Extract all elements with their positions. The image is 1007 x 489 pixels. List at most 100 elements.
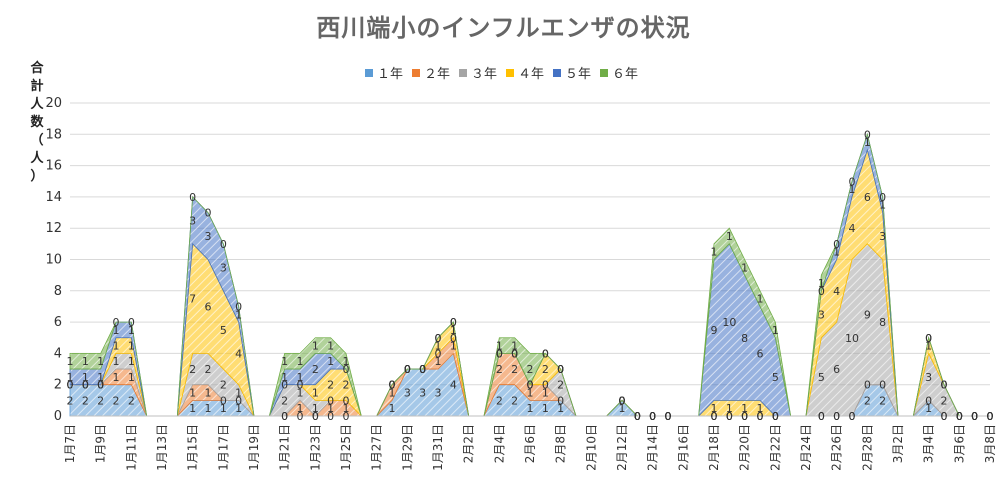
x-tick-label: 1月11日 bbox=[124, 424, 138, 471]
data-label: 1 bbox=[327, 402, 334, 415]
data-label: 10 bbox=[845, 332, 859, 345]
y-axis-title-char: 人 bbox=[30, 150, 44, 166]
data-label: 0 bbox=[450, 316, 457, 329]
data-label: 0 bbox=[557, 363, 564, 376]
x-tick-label: 2月10日 bbox=[584, 424, 598, 471]
data-label: 0 bbox=[67, 379, 74, 392]
data-label: 0 bbox=[971, 410, 978, 423]
data-label: 1 bbox=[435, 355, 442, 368]
data-label: 3 bbox=[818, 308, 825, 321]
data-label: 2 bbox=[879, 394, 886, 407]
data-label: 0 bbox=[281, 379, 288, 392]
data-label: 0 bbox=[726, 410, 733, 423]
data-label: 0 bbox=[297, 379, 304, 392]
data-label: 0 bbox=[941, 410, 948, 423]
y-axis-title-char: 数 bbox=[30, 114, 44, 130]
data-label: 1 bbox=[389, 387, 396, 400]
data-label: 0 bbox=[527, 379, 534, 392]
data-label: 0 bbox=[987, 410, 994, 423]
data-label: 0 bbox=[82, 379, 89, 392]
data-label: 1 bbox=[343, 402, 350, 415]
data-label: 9 bbox=[711, 324, 718, 337]
data-label: 0 bbox=[987, 410, 994, 423]
data-label: 3 bbox=[205, 230, 212, 243]
data-label: 0 bbox=[634, 410, 641, 423]
data-label: 0 bbox=[511, 347, 518, 360]
data-label: 0 bbox=[557, 394, 564, 407]
data-label: 0 bbox=[511, 347, 518, 360]
data-label: 2 bbox=[67, 394, 74, 407]
data-label: 0 bbox=[833, 410, 840, 423]
data-label: 0 bbox=[772, 410, 779, 423]
data-label: 0 bbox=[557, 363, 564, 376]
data-label: 0 bbox=[404, 363, 411, 376]
data-label: 0 bbox=[772, 410, 779, 423]
data-label: 1 bbox=[818, 277, 825, 290]
data-label: 1 bbox=[312, 340, 319, 353]
data-label: 1 bbox=[312, 402, 319, 415]
data-label: 0 bbox=[956, 410, 963, 423]
data-label: 2 bbox=[511, 363, 518, 376]
data-label: 1 bbox=[97, 371, 104, 384]
data-label: 0 bbox=[97, 379, 104, 392]
data-label: 0 bbox=[297, 410, 304, 423]
data-label: 1 bbox=[327, 355, 334, 368]
data-label: 4 bbox=[849, 222, 856, 235]
data-label: 1 bbox=[297, 402, 304, 415]
data-label: 0 bbox=[97, 379, 104, 392]
legend-label: １年 bbox=[377, 67, 403, 82]
data-label: 0 bbox=[419, 363, 426, 376]
x-tick-label: 2月12日 bbox=[615, 424, 629, 471]
y-axis-title-char: 人 bbox=[30, 96, 44, 112]
data-label: 0 bbox=[82, 379, 89, 392]
data-label: 1 bbox=[496, 340, 503, 353]
data-label: 2 bbox=[113, 394, 120, 407]
x-tick-label: 2月28日 bbox=[860, 424, 874, 471]
data-label: 0 bbox=[757, 410, 764, 423]
data-label: 1 bbox=[113, 355, 120, 368]
legend-swatch bbox=[506, 69, 514, 77]
x-tick-label: 3月8日 bbox=[983, 424, 997, 463]
data-label: 0 bbox=[649, 410, 656, 423]
x-tick-label: 2月2日 bbox=[462, 424, 476, 463]
data-label: 1 bbox=[527, 402, 534, 415]
data-label: 0 bbox=[511, 347, 518, 360]
data-label: 0 bbox=[419, 363, 426, 376]
y-tick-label: 18 bbox=[45, 127, 62, 142]
x-tick-label: 2月20日 bbox=[738, 424, 752, 471]
y-tick-label: 10 bbox=[45, 253, 62, 268]
data-label: 1 bbox=[235, 387, 242, 400]
data-label: 0 bbox=[741, 410, 748, 423]
data-label: 0 bbox=[419, 363, 426, 376]
data-label: 0 bbox=[435, 332, 442, 345]
data-label: 1 bbox=[726, 402, 733, 415]
data-label: 1 bbox=[128, 340, 135, 353]
data-label: 1 bbox=[711, 246, 718, 259]
data-label: 0 bbox=[925, 332, 932, 345]
data-label: 0 bbox=[389, 379, 396, 392]
data-label: 3 bbox=[404, 387, 411, 400]
data-label: 0 bbox=[634, 410, 641, 423]
x-tick-label: 2月14日 bbox=[646, 424, 660, 471]
y-tick-label: 6 bbox=[54, 315, 62, 330]
data-label: 0 bbox=[128, 316, 135, 329]
data-label: 3 bbox=[189, 214, 196, 227]
data-label: 0 bbox=[941, 379, 948, 392]
data-label: 1 bbox=[741, 261, 748, 274]
legend-swatch bbox=[365, 69, 373, 77]
data-label: 1 bbox=[757, 402, 764, 415]
data-label: 1 bbox=[128, 324, 135, 337]
data-label: 1 bbox=[82, 355, 89, 368]
data-label: 1 bbox=[67, 371, 74, 384]
data-label: 0 bbox=[711, 410, 718, 423]
data-label: 0 bbox=[649, 410, 656, 423]
data-label: 0 bbox=[343, 363, 350, 376]
data-label: 1 bbox=[925, 402, 932, 415]
x-tick-label: 1月13日 bbox=[155, 424, 169, 471]
data-label: 0 bbox=[67, 379, 74, 392]
data-label: 0 bbox=[435, 347, 442, 360]
x-tick-label: 3月2日 bbox=[891, 424, 905, 463]
legend-swatch bbox=[459, 69, 467, 77]
data-label: 1 bbox=[327, 340, 334, 353]
